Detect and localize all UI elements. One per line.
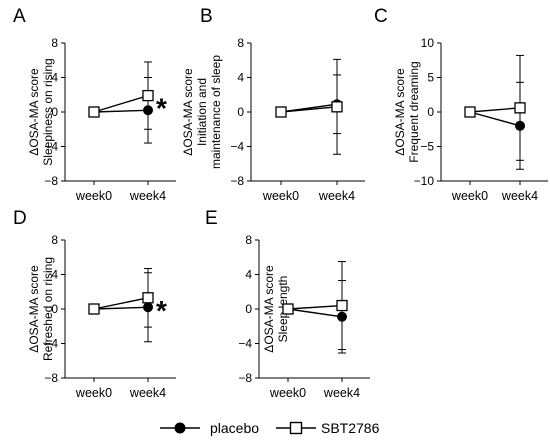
- y-tick-label: 0: [51, 302, 58, 316]
- y-tick-label: 0: [427, 105, 434, 119]
- panel-letter: A: [13, 6, 26, 27]
- y-tick-label: 5: [427, 71, 434, 85]
- y-tick-label: 8: [237, 36, 244, 50]
- series-line-sbt2786: [287, 304, 343, 310]
- panel-letter: C: [374, 6, 388, 27]
- legend: placebo SBT2786: [160, 420, 380, 436]
- y-tick-label: −4: [230, 140, 244, 154]
- y-tick-label: 8: [51, 233, 58, 247]
- panel-letter: B: [200, 6, 213, 27]
- data-point-sbt2786: [331, 101, 343, 113]
- x-tick-label: week4: [318, 189, 355, 203]
- data-point-placebo: [143, 105, 153, 116]
- y-tick-label: −8: [230, 174, 244, 188]
- x-tick-label: week0: [75, 386, 112, 400]
- y-tick-label: −4: [44, 140, 58, 154]
- data-point-sbt2786: [514, 102, 526, 114]
- y-tick-label: −4: [44, 337, 58, 351]
- significance-asterisk: *: [156, 295, 167, 326]
- series-line-placebo: [93, 306, 149, 310]
- data-point-sbt2786: [88, 106, 100, 118]
- data-point-sbt2786: [142, 292, 154, 304]
- y-tick-label: −8: [44, 371, 58, 385]
- series-line-sbt2786: [93, 94, 149, 113]
- y-axis-label: ΔOSA-MA score: [393, 68, 407, 156]
- legend-sbt-marker: [289, 421, 303, 435]
- panel-letter: D: [13, 208, 27, 229]
- series-line-placebo: [469, 111, 521, 127]
- series-line-sbt2786: [469, 107, 521, 113]
- y-axis-label: Frequent dreaming: [407, 61, 421, 162]
- x-tick-label: week0: [262, 189, 299, 203]
- y-tick-label: −8: [44, 174, 58, 188]
- y-axis-label: maintenance of sleep: [209, 55, 223, 169]
- y-tick-label: 4: [51, 268, 58, 282]
- x-tick-label: week0: [75, 189, 112, 203]
- significance-asterisk: *: [156, 93, 167, 124]
- y-axis-label: Refreshed on rising: [41, 257, 55, 361]
- y-tick-label: 0: [245, 302, 252, 316]
- x-tick-label: week0: [451, 189, 488, 203]
- panel-a: A ΔOSA-MA score Sleepiness on rising 8 4 0 −4 −…: [13, 6, 176, 203]
- y-tick-label: 10: [421, 36, 435, 50]
- series-line-sbt2786: [280, 106, 338, 113]
- y-tick-label: −8: [238, 371, 252, 385]
- panel-letter: E: [205, 208, 218, 229]
- data-point-placebo: [143, 302, 153, 313]
- data-point-sbt2786: [142, 89, 154, 102]
- y-tick-label: −5: [420, 140, 434, 154]
- data-point-sbt2786: [336, 299, 348, 312]
- x-tick-label: week4: [323, 386, 360, 400]
- data-point-sbt2786: [464, 106, 476, 118]
- data-point-placebo: [337, 311, 347, 322]
- data-point-placebo: [515, 120, 525, 131]
- y-tick-label: 8: [245, 233, 252, 247]
- y-tick-label: 4: [237, 71, 244, 85]
- x-tick-label: week4: [129, 386, 166, 400]
- series-line-placebo: [287, 308, 343, 318]
- data-point-sbt2786: [275, 106, 287, 118]
- y-axis-label: ΔOSA-MA score: [27, 68, 41, 156]
- y-tick-label: 8: [51, 36, 58, 50]
- legend-placebo-marker: [174, 422, 186, 434]
- y-axis-label: ΔOSA-MA score: [262, 265, 276, 353]
- y-axis-label: ΔOSA-MA score: [27, 265, 41, 353]
- y-tick-label: 4: [245, 268, 252, 282]
- legend-placebo-label: placebo: [210, 420, 259, 436]
- x-tick-label: week4: [129, 189, 166, 203]
- data-point-sbt2786: [88, 303, 100, 315]
- data-point-sbt2786: [282, 303, 294, 315]
- y-axis-label: Initiation and: [195, 78, 209, 146]
- y-axis-label: ΔOSA-MA score: [181, 68, 195, 156]
- y-tick-label: 0: [237, 105, 244, 119]
- y-tick-label: 0: [51, 105, 58, 119]
- series-line-sbt2786: [93, 297, 149, 310]
- panel-b: B ΔOSA-MA score Initiation and maintenance …: [181, 6, 365, 203]
- y-tick-label: −10: [414, 174, 435, 188]
- panel-d: D ΔOSA-MA score Refreshed on rising 8 4 0 −4 −8…: [13, 208, 176, 400]
- y-axis-label: Sleepiness on rising: [41, 58, 55, 165]
- x-tick-label: week0: [269, 386, 306, 400]
- x-tick-label: week4: [501, 189, 538, 203]
- series-line-placebo: [93, 109, 149, 113]
- legend-sbt-label: SBT2786: [321, 420, 380, 436]
- y-tick-label: −4: [238, 337, 252, 351]
- y-tick-label: 4: [51, 71, 58, 85]
